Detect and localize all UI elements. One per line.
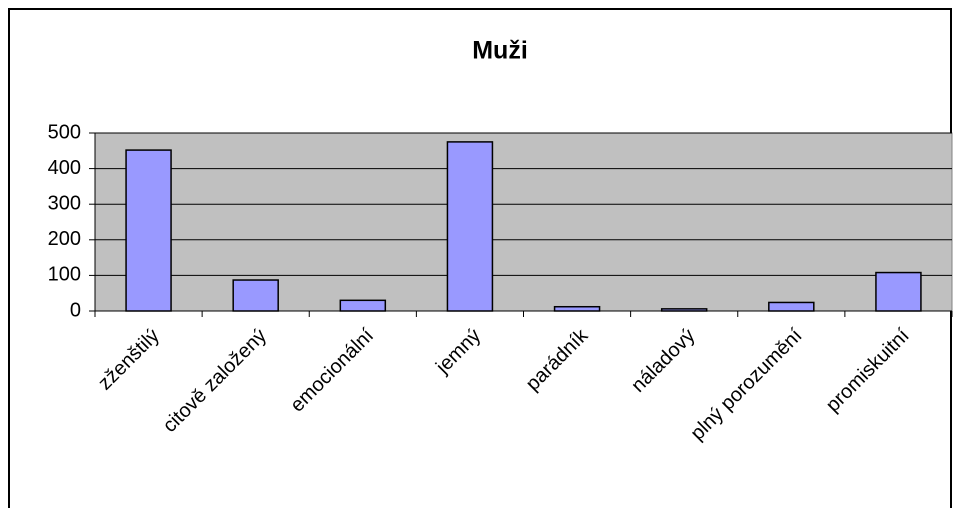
chart-title: Muži bbox=[472, 37, 528, 65]
y-tick-label: 100 bbox=[48, 264, 81, 286]
y-tick-label: 300 bbox=[48, 192, 81, 214]
bar bbox=[339, 299, 387, 312]
bar bbox=[660, 308, 708, 312]
bar bbox=[553, 305, 601, 312]
bar bbox=[446, 141, 494, 312]
bar bbox=[875, 271, 922, 312]
y-tick-label: 200 bbox=[48, 228, 81, 250]
y-tick-label: 500 bbox=[48, 121, 81, 143]
plot-area bbox=[94, 132, 953, 312]
bar bbox=[232, 279, 279, 312]
y-tick-label: 0 bbox=[70, 299, 81, 321]
bar bbox=[125, 149, 172, 312]
bar bbox=[768, 301, 815, 312]
y-tick-label: 400 bbox=[48, 157, 81, 179]
